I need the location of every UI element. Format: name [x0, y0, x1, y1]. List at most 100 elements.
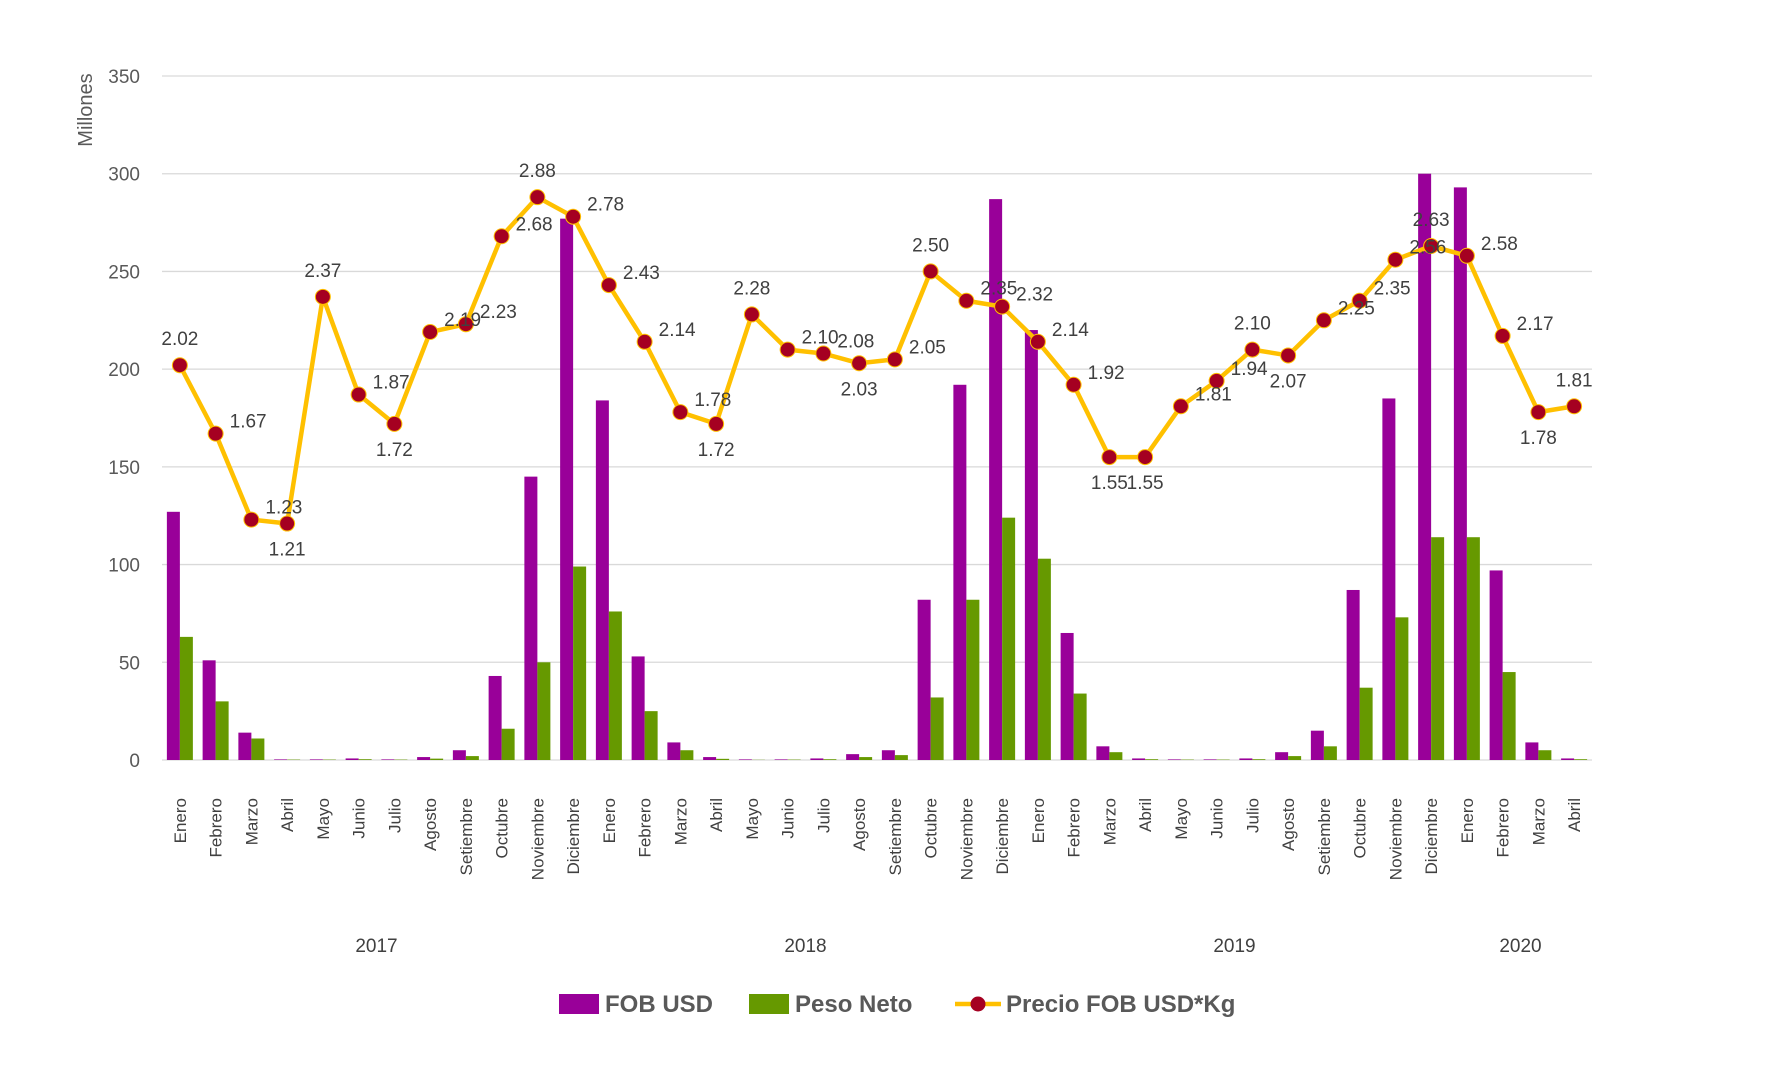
price-data-label: 2.35	[980, 279, 1017, 300]
price-point	[995, 299, 1010, 314]
gridlines	[162, 76, 1592, 760]
month-label: Noviembre	[1386, 798, 1405, 880]
peso-neto-bar	[645, 711, 658, 760]
month-label: Julio	[1243, 798, 1262, 833]
price-point	[1173, 399, 1188, 414]
fob-usd-bar	[775, 759, 788, 760]
price-data-label: 2.35	[1374, 279, 1411, 300]
price-data-label: 2.88	[519, 161, 556, 182]
price-data-label: 2.05	[909, 337, 946, 358]
month-label: Marzo	[671, 798, 690, 845]
price-data-label: 2.28	[733, 278, 770, 299]
month-label: Agosto	[1279, 798, 1298, 851]
price-point	[1281, 348, 1296, 363]
month-label: Mayo	[1172, 798, 1191, 840]
price-data-label: 2.14	[659, 320, 696, 341]
legend-swatch-peso-neto	[749, 994, 789, 1014]
price-point	[1567, 399, 1582, 414]
month-label: Octubre	[493, 798, 512, 858]
month-label: Junio	[779, 798, 798, 839]
fob-usd-bar	[1490, 570, 1503, 760]
peso-neto-bar	[1503, 672, 1516, 760]
peso-neto-bar	[680, 750, 693, 760]
price-data-label: 1.72	[698, 440, 735, 461]
fob-usd-bar	[310, 759, 323, 760]
fob-usd-bar	[524, 477, 537, 760]
price-point	[208, 426, 223, 441]
price-line-path	[180, 197, 1574, 523]
month-label: Junio	[1208, 798, 1227, 839]
month-label: Julio	[385, 798, 404, 833]
price-point	[673, 405, 688, 420]
fob-usd-bar	[667, 742, 680, 760]
price-point	[1066, 377, 1081, 392]
month-label: Enero	[171, 798, 190, 843]
price-data-label: 1.55	[1091, 473, 1128, 494]
month-label: Octubre	[922, 798, 941, 858]
fob-usd-bar	[1168, 759, 1181, 760]
fob-usd-bar	[167, 512, 180, 760]
price-data-label: 2.17	[1517, 314, 1554, 335]
y-tick-label: 50	[119, 653, 140, 674]
price-point	[852, 356, 867, 371]
price-point	[315, 289, 330, 304]
y-tick-label: 150	[108, 458, 140, 479]
legend-label-fob-usd: FOB USD	[605, 991, 713, 1018]
price-data-label: 2.10	[1234, 314, 1271, 335]
year-label: 2020	[1499, 936, 1541, 957]
fob-usd-bar	[882, 750, 895, 760]
fob-usd-bar	[1382, 398, 1395, 760]
year-label: 2017	[355, 936, 397, 957]
month-label: Marzo	[1100, 798, 1119, 845]
month-label: Marzo	[242, 798, 261, 845]
fob-usd-bar	[953, 385, 966, 760]
fob-usd-bar	[632, 656, 645, 760]
month-label: Julio	[814, 798, 833, 833]
fob-usd-bar	[1525, 742, 1538, 760]
month-label: Abril	[1565, 798, 1584, 832]
peso-neto-bar	[1252, 759, 1265, 760]
price-data-label: 1.72	[376, 440, 413, 461]
fob-usd-bar	[274, 759, 287, 760]
price-point	[637, 334, 652, 349]
month-label: Octubre	[1351, 798, 1370, 858]
y-tick-label: 100	[108, 556, 140, 577]
peso-neto-bar	[466, 756, 479, 760]
legend-label-precio: Precio FOB USD*Kg	[1006, 991, 1235, 1018]
fob-usd-bar	[918, 600, 931, 760]
price-data-label: 2.43	[623, 263, 660, 284]
price-data-label: 2.56	[1409, 238, 1446, 259]
fob-usd-bar	[1561, 758, 1574, 760]
fob-usd-bar	[417, 757, 430, 760]
month-label: Mayo	[314, 798, 333, 840]
peso-neto-bar	[216, 701, 229, 760]
fob-usd-bar	[739, 759, 752, 760]
price-point	[1531, 405, 1546, 420]
price-data-label: 2.58	[1481, 234, 1518, 255]
y-tick-label: 300	[108, 165, 140, 186]
price-point	[351, 387, 366, 402]
price-point	[1245, 342, 1260, 357]
peso-neto-bar	[537, 662, 550, 760]
peso-neto-bar	[895, 755, 908, 760]
year-label: 2019	[1213, 936, 1255, 957]
peso-neto-bar	[1109, 752, 1122, 760]
fob-usd-bar	[1454, 187, 1467, 760]
price-point	[494, 229, 509, 244]
month-label: Setiembre	[457, 798, 476, 875]
peso-neto-bar	[502, 729, 515, 760]
month-label: Febrero	[1065, 798, 1084, 858]
fob-usd-bar	[1275, 752, 1288, 760]
peso-neto-bar	[1431, 537, 1444, 760]
month-label: Mayo	[743, 798, 762, 840]
month-label: Noviembre	[528, 798, 547, 880]
price-data-label: 2.25	[1338, 298, 1375, 319]
price-point	[959, 293, 974, 308]
fob-usd-bar	[1311, 731, 1324, 760]
price-data-label: 2.50	[912, 235, 949, 256]
price-point	[1030, 334, 1045, 349]
month-label: Enero	[1458, 798, 1477, 843]
price-point	[709, 416, 724, 431]
fob-usd-bar	[846, 754, 859, 760]
